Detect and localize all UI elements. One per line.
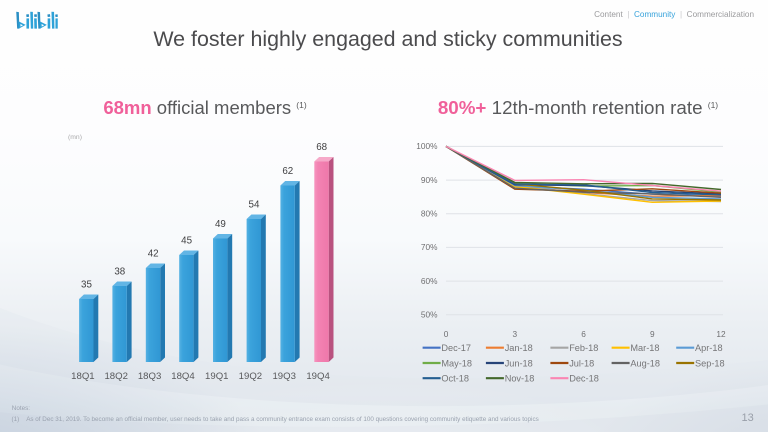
svg-text:Jul-18: Jul-18 bbox=[569, 358, 594, 368]
svg-text:45: 45 bbox=[181, 236, 192, 247]
svg-text:19Q3: 19Q3 bbox=[272, 371, 295, 382]
svg-text:May-18: May-18 bbox=[441, 358, 472, 368]
svg-text:80%: 80% bbox=[421, 209, 438, 219]
svg-text:Sep-18: Sep-18 bbox=[695, 358, 725, 368]
svg-text:Jan-18: Jan-18 bbox=[505, 343, 533, 353]
svg-text:19Q2: 19Q2 bbox=[239, 371, 262, 382]
svg-text:Aug-18: Aug-18 bbox=[630, 358, 660, 368]
svg-text:38: 38 bbox=[114, 267, 125, 278]
svg-text:Dec-18: Dec-18 bbox=[569, 374, 599, 384]
svg-text:68: 68 bbox=[316, 142, 327, 153]
svg-text:54: 54 bbox=[249, 200, 260, 211]
svg-text:49: 49 bbox=[215, 219, 226, 230]
svg-text:19Q1: 19Q1 bbox=[205, 371, 228, 382]
svg-text:42: 42 bbox=[148, 249, 159, 260]
svg-text:0: 0 bbox=[444, 329, 449, 339]
svg-text:18Q3: 18Q3 bbox=[138, 371, 161, 382]
svg-text:50%: 50% bbox=[421, 310, 438, 320]
svg-text:Nov-18: Nov-18 bbox=[505, 374, 535, 384]
svg-text:18Q4: 18Q4 bbox=[171, 371, 195, 382]
svg-text:62: 62 bbox=[282, 166, 293, 177]
svg-text:18Q1: 18Q1 bbox=[71, 371, 94, 382]
svg-text:90%: 90% bbox=[421, 175, 438, 185]
svg-text:18Q2: 18Q2 bbox=[104, 371, 127, 382]
svg-text:19Q4: 19Q4 bbox=[306, 371, 330, 382]
svg-text:60%: 60% bbox=[421, 276, 438, 286]
svg-text:12: 12 bbox=[716, 329, 726, 339]
svg-text:35: 35 bbox=[81, 280, 92, 291]
svg-text:Mar-18: Mar-18 bbox=[630, 343, 659, 353]
svg-text:Jun-18: Jun-18 bbox=[505, 358, 533, 368]
svg-text:70%: 70% bbox=[421, 242, 438, 252]
svg-text:Feb-18: Feb-18 bbox=[569, 343, 598, 353]
svg-text:3: 3 bbox=[512, 329, 517, 339]
svg-text:Oct-18: Oct-18 bbox=[441, 374, 469, 384]
svg-text:100%: 100% bbox=[416, 141, 438, 151]
svg-text:Dec-17: Dec-17 bbox=[441, 343, 471, 353]
svg-text:9: 9 bbox=[650, 329, 655, 339]
svg-text:Apr-18: Apr-18 bbox=[695, 343, 723, 353]
svg-text:6: 6 bbox=[581, 329, 586, 339]
